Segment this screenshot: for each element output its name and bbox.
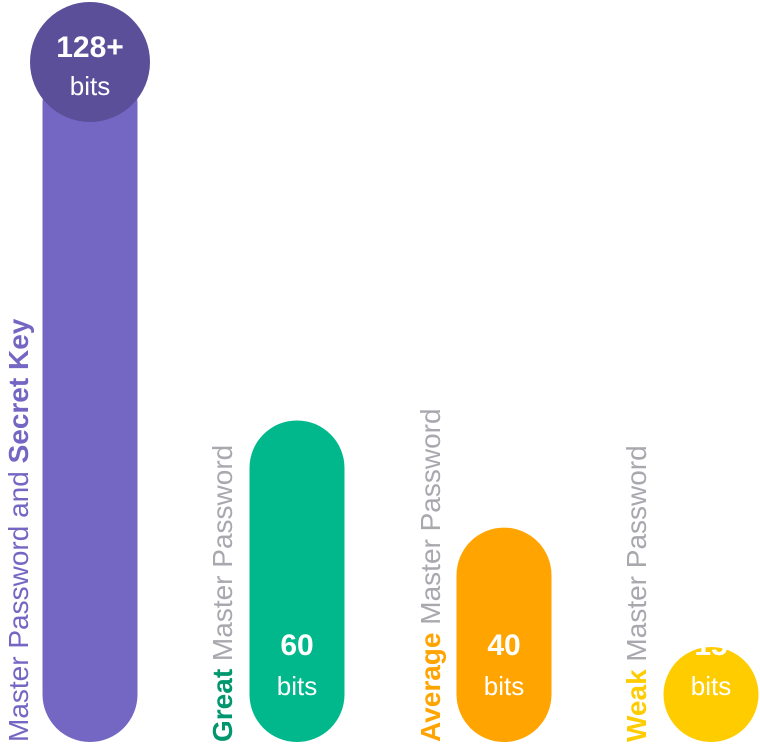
bar-unit-label-1: bits	[277, 671, 317, 701]
category-label-emphasis: Secret Key	[3, 318, 34, 463]
category-label-0: Master Password and Secret Key	[3, 318, 34, 742]
category-label-text: Master Password and	[3, 463, 34, 742]
category-label-2: Average Master Password	[415, 408, 446, 742]
bar-value-label-1: 60	[280, 629, 313, 662]
bar-2	[456, 527, 552, 742]
value-bubble	[30, 2, 150, 122]
bar-unit-label-3: bits	[691, 671, 731, 701]
bar-0	[42, 56, 138, 742]
category-label-text: Master Password	[415, 408, 446, 632]
bar-unit-label-2: bits	[484, 671, 524, 701]
category-label-text: Master Password	[207, 445, 238, 669]
category-label-1: Great Master Password	[207, 445, 238, 742]
bar-value-label-0: 128+	[56, 31, 124, 64]
bar-3	[663, 647, 759, 742]
bar-value-label-3: 15	[694, 629, 727, 662]
category-label-emphasis: Average	[415, 633, 446, 742]
category-label-emphasis: Weak	[621, 669, 652, 742]
bar-value-label-2: 40	[487, 629, 520, 662]
bar-1	[249, 420, 345, 742]
bar-unit-label-0: bits	[70, 71, 110, 101]
category-label-text: Master Password	[621, 445, 652, 669]
category-label-emphasis: Great	[207, 669, 238, 742]
category-label-3: Weak Master Password	[621, 445, 652, 742]
